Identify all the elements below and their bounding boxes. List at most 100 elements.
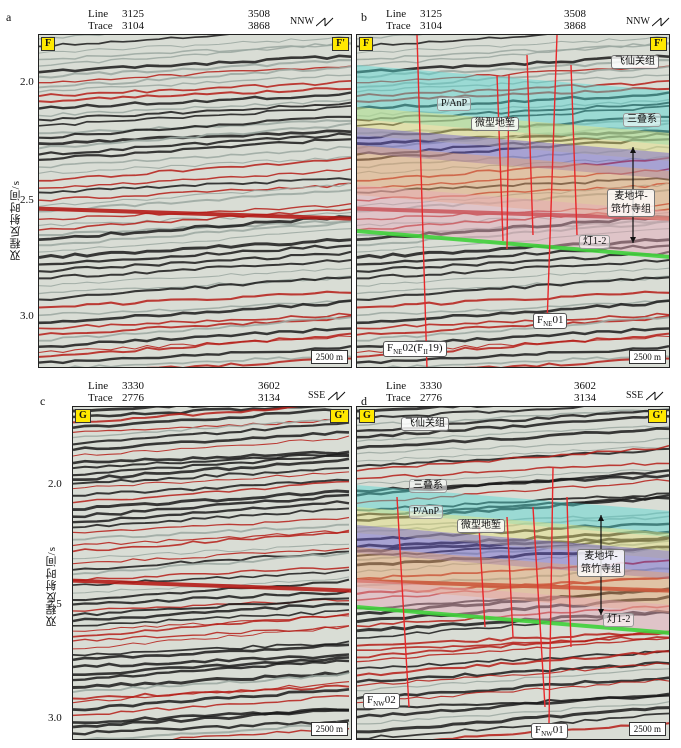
seismic-reflector [73,547,350,565]
fault-line [532,506,546,708]
seismic-reflector [73,421,350,446]
seismic-reflector [39,43,351,67]
seismic-reflector [357,315,669,336]
seismic-reflector [39,177,351,194]
seismic-panel-c: G G' 2500 m [72,406,352,740]
fault-line [570,64,578,236]
seismic-reflector [73,643,350,662]
seismic-reflector [73,523,350,541]
seismic-reflector [39,155,351,174]
seismic-reflector [73,602,350,623]
seismic-reflector [73,613,350,638]
azimuth-label: SSE [626,390,644,401]
fault-label-fne01: FNE01 [533,313,568,330]
seismic-reflector [73,589,350,606]
y-tick-bottom-2-0: 2.0 [48,478,62,490]
seismic-reflector [357,478,669,504]
seismic-reflector [357,244,669,266]
fault-line [496,74,504,242]
seismic-reflector [357,145,669,169]
seismic-reflector [357,537,669,557]
seismic-reflector [357,101,669,122]
seismic-reflector [357,444,669,472]
seismic-reflector [39,345,351,365]
trace-number-left: 3104 [420,20,442,32]
seismic-reflector [39,228,351,253]
seismic-reflector [73,543,350,560]
seismic-reflector [73,707,350,725]
fault-label-fnw02: FNW02 [363,693,400,710]
scale-bar: 2500 m [628,722,666,736]
seismic-reflector [357,259,669,280]
line-number-right: 3508 [564,8,586,20]
seismic-reflector [357,427,669,450]
seismic-reflector [39,145,351,169]
seismic-reflector [39,79,351,97]
seismic-reflector [357,637,669,663]
seismic-reflector [39,259,351,280]
seismic-reflector [73,500,350,524]
azimuth-label: NNW [290,16,314,27]
fault-line [506,74,510,250]
seismic-reflector [357,345,669,365]
fault-letter: F [537,314,544,326]
seismic-reflector [73,719,350,736]
y-tick-top-3-0: 3.0 [20,310,34,322]
seismic-reflector [464,357,669,367]
seismic-reflector [357,65,669,89]
seismic-reflector [357,276,669,301]
seismic-reflector [432,722,669,739]
panel-c-header-labels: Line Trace [88,380,113,404]
label-qiongzhusi: 筇竹寺组 [611,204,651,215]
y-tick-top-2-5: 2.5 [20,194,34,206]
seismic-reflector [357,312,669,330]
panel-a-azimuth: NNW [290,16,334,27]
seismic-reflector [357,79,669,97]
trace-label: Trace [88,392,113,404]
fault-subscript: NW [373,700,385,709]
azimuth-label: SSE [308,390,326,401]
fault-line [506,516,514,638]
fault-line [548,466,554,724]
seismic-reflector [357,577,669,601]
panel-d-header-labels: Line Trace [386,380,411,404]
seismic-reflector [357,220,669,247]
panel-d-right-numbers: 3602 3134 [574,380,596,404]
seismic-reflector [357,407,494,413]
seismic-reflector [73,625,350,642]
fault-line [526,54,534,236]
trace-label: Trace [88,20,113,32]
seismic-reflector [39,315,351,336]
azimuth-arrow-icon [327,391,346,401]
line-label: Line [88,8,109,20]
seismic-reflector [357,676,669,700]
seismic-reflector [357,290,669,309]
panel-a-right-numbers: 3508 3868 [248,8,270,32]
corner-label-right: F' [332,37,349,51]
fault-number: 02 [384,694,396,706]
seismic-reflector [357,539,669,561]
line-label: Line [386,380,407,392]
dengying-horizon [357,605,669,635]
corner-label-right: F' [650,37,667,51]
seismic-reflector [357,605,669,628]
seismic-reflector [39,219,351,237]
seismic-strong-reflector [73,578,351,593]
azimuth-arrow-icon [315,17,334,27]
seismic-reflector [73,408,350,430]
seismic-reflector [39,299,351,325]
seismic-reflector [39,98,351,118]
seismic-reflector [73,480,350,504]
seismic-reflector [39,101,351,122]
seismic-reflector [357,238,669,259]
seismic-reflector [39,208,351,231]
seismic-reflector [73,529,350,553]
seismic-reflector [357,219,669,237]
seismic-reflector [39,244,351,266]
stratigraphic-layer-fill [357,547,669,613]
y-tick-bottom-3-0: 3.0 [48,712,62,724]
panel-a-left-numbers: 3125 3104 [122,8,144,32]
seismic-reflector [357,650,669,677]
scale-bar: 2500 m [310,350,348,364]
fault-letter: F [367,694,374,706]
